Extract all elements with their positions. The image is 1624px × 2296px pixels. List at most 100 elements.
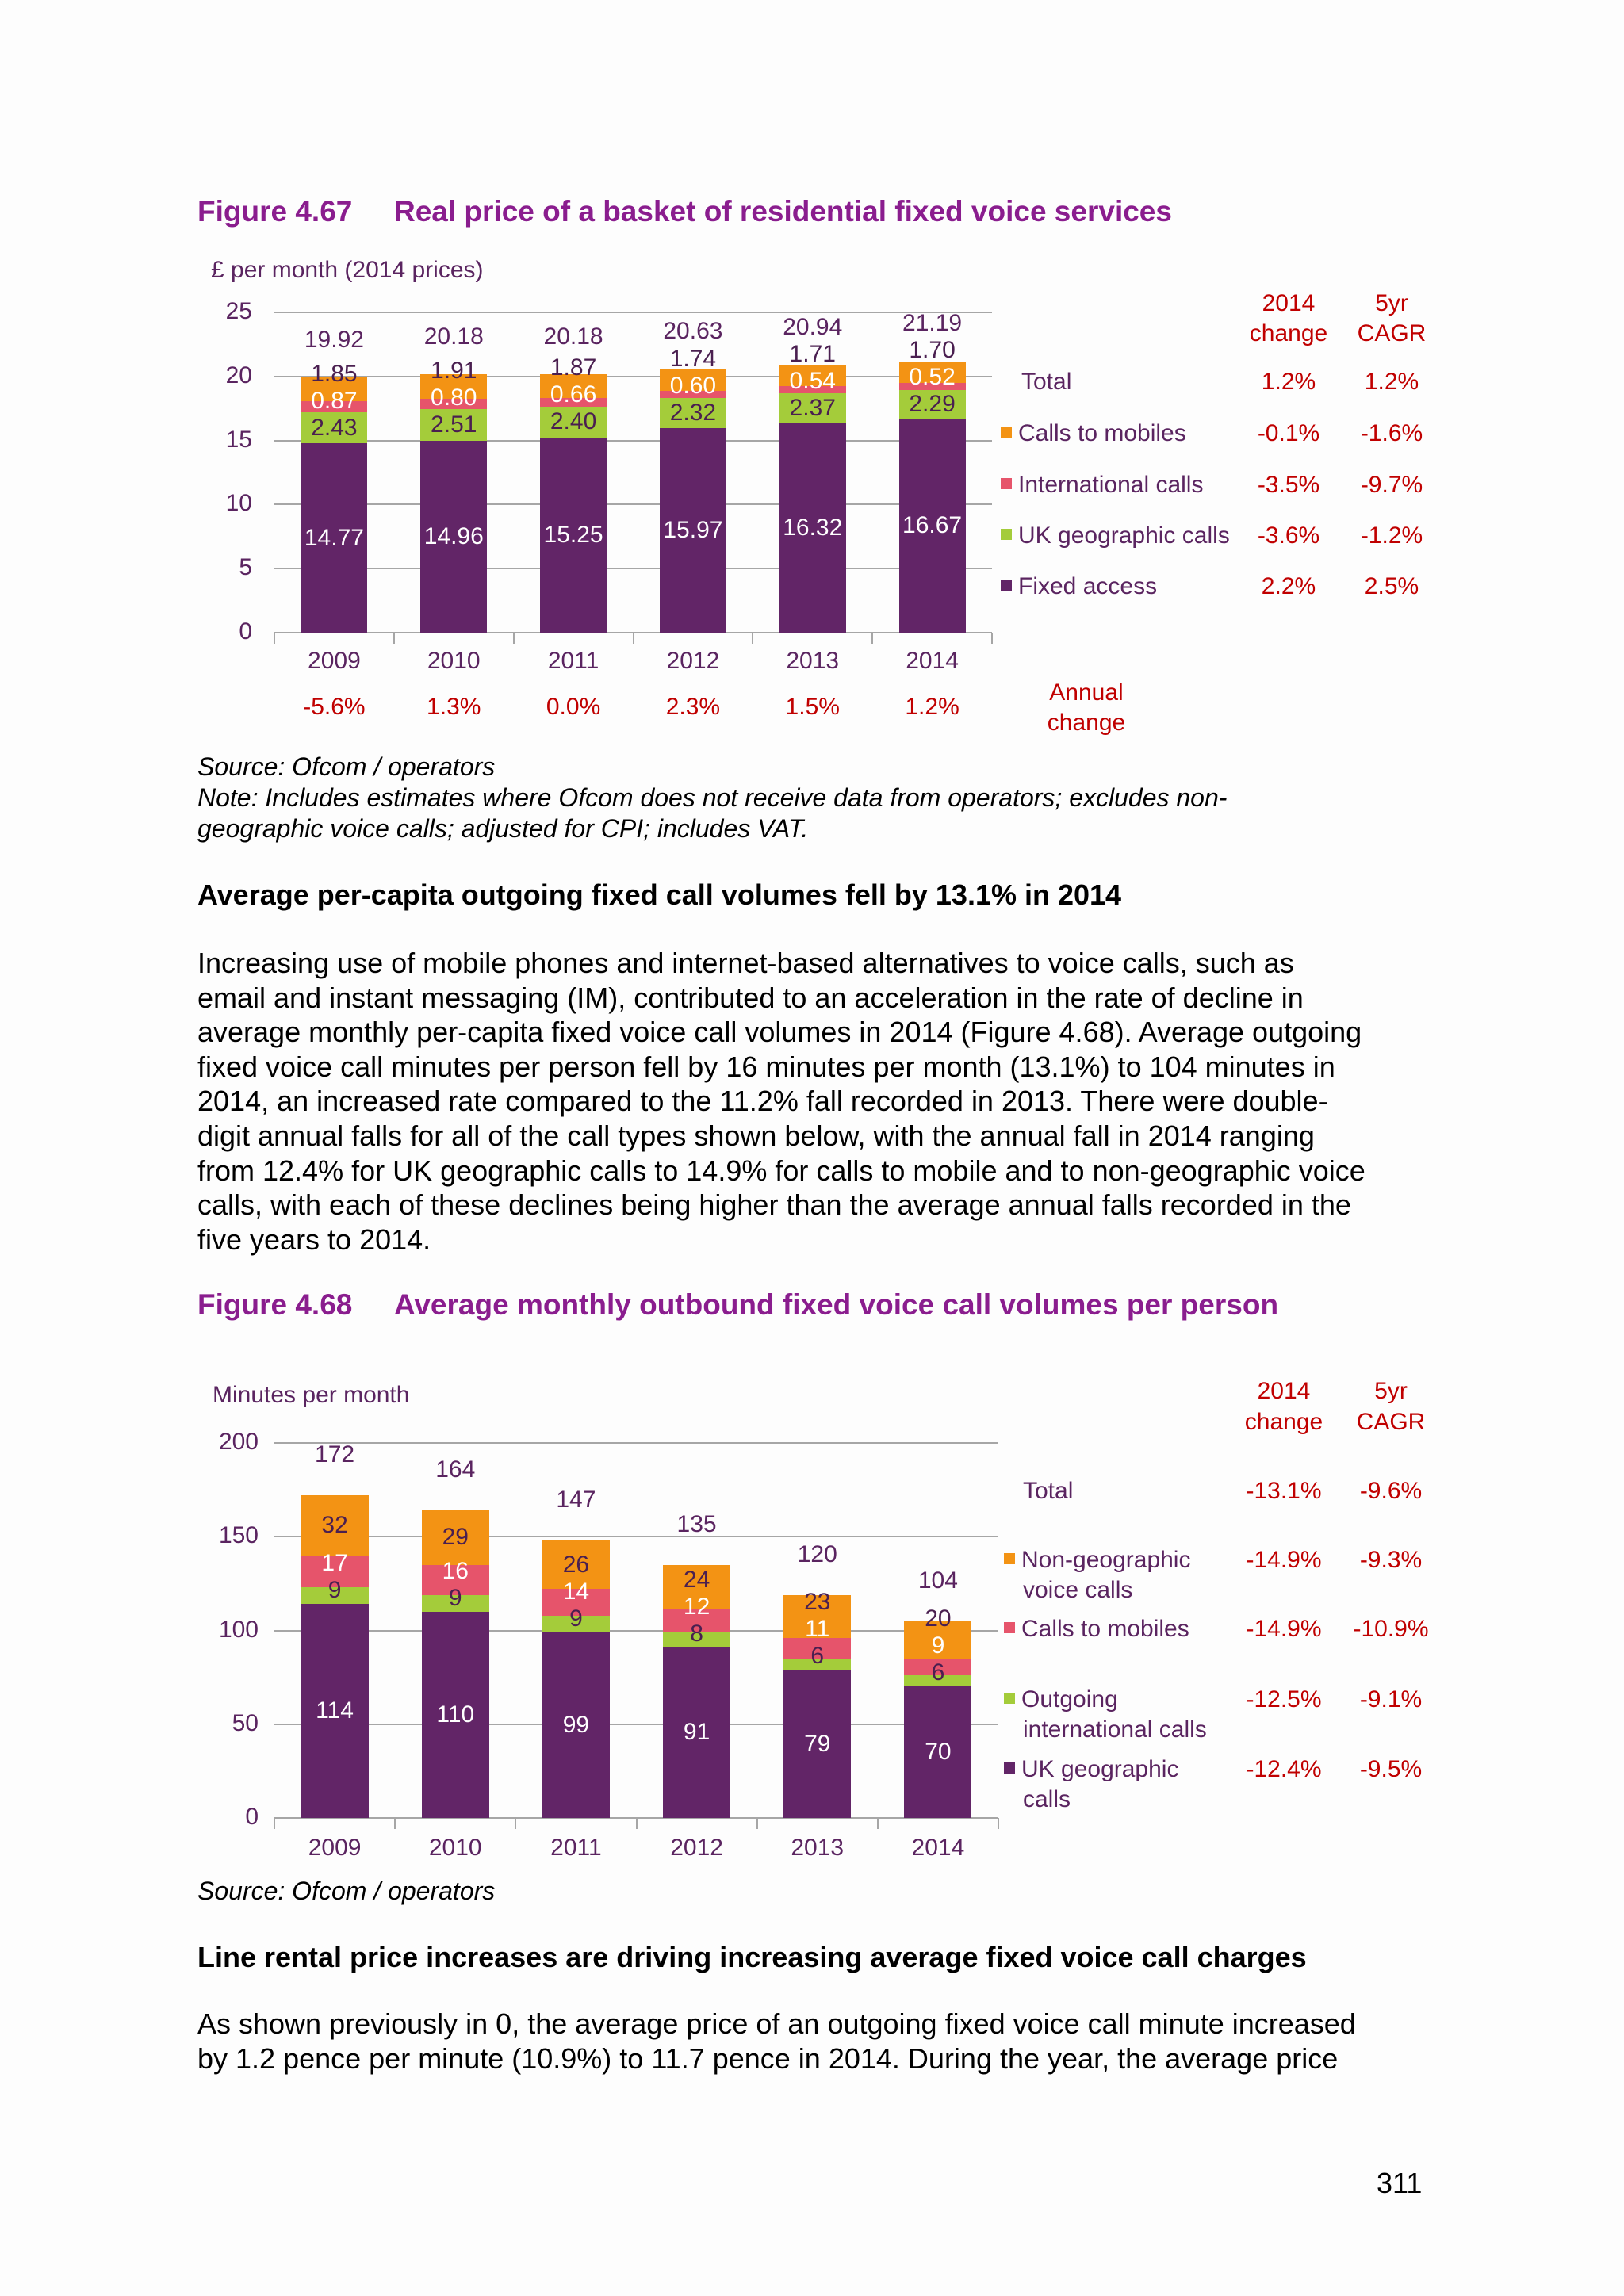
section-heading: Line rental price increases are driving …	[197, 1941, 1307, 1973]
bar-segment	[420, 398, 488, 409]
header-line: CAGR	[1356, 1409, 1426, 1435]
y-tick-label: 15	[225, 426, 252, 453]
y-tick-label: 100	[218, 1616, 259, 1643]
x-tick-mark	[991, 633, 993, 644]
bar-segment	[904, 1621, 972, 1659]
bar-data-label: 1.70	[909, 337, 956, 364]
legend-item: Calls to mobiles	[1004, 1614, 1189, 1644]
bar-segment	[904, 1658, 972, 1676]
bar-segment	[421, 1510, 489, 1565]
label-line: Annual	[1049, 679, 1124, 706]
bar-data-label: 70	[925, 1739, 952, 1766]
y-tick-label: 5	[239, 554, 252, 581]
cagr-value: -1.6%	[1360, 420, 1423, 446]
cagr-value: -9.3%	[1359, 1547, 1423, 1573]
header-line: CAGR	[1357, 320, 1427, 346]
bar-data-label: 24	[683, 1566, 710, 1593]
bar-total-label: 135	[676, 1510, 717, 1537]
change-value: -3.6%	[1257, 522, 1320, 549]
cagr-value: -9.1%	[1359, 1686, 1423, 1712]
paragraph-line: average monthly per-capita fixed voice c…	[197, 1016, 1362, 1049]
bar-data-label: 1.74	[669, 346, 717, 373]
bar-data-label: 15.25	[543, 521, 603, 548]
bar-segment	[663, 1632, 731, 1647]
cagr-value: -1.2%	[1360, 522, 1423, 549]
gridline	[274, 1442, 998, 1444]
legend-item: Non-geographic voice calls	[1004, 1545, 1190, 1605]
bar-segment	[659, 427, 726, 633]
legend-item: UK geographic calls	[1004, 1755, 1178, 1815]
change-value: -0.1%	[1257, 420, 1320, 446]
x-tick-label: 2014	[911, 1835, 965, 1861]
cagr-value: -9.7%	[1360, 472, 1423, 498]
bar-data-label: 9	[931, 1632, 945, 1659]
paragraph-line: As shown previously in 0, the average pr…	[197, 2007, 1356, 2040]
legend-item: UK geographic calls	[1001, 521, 1230, 551]
body-paragraph: As shown previously in 0, the average pr…	[197, 2007, 1356, 2076]
bar-segment	[421, 1594, 489, 1612]
legend-label-line: voice calls	[1004, 1575, 1190, 1605]
bar-segment	[779, 423, 846, 633]
legend-label-line: UK geographic	[1004, 1755, 1178, 1785]
y-tick-label: 0	[239, 618, 252, 645]
change-value: 1.2%	[1261, 369, 1316, 395]
y-axis-label: £ per month (2014 prices)	[211, 257, 484, 283]
paragraph-line: from 12.4% for UK geographic calls to 14…	[197, 1154, 1365, 1187]
bar-segment	[779, 386, 846, 393]
bar-data-label: 0.54	[789, 368, 836, 395]
bar-data-label: 14	[562, 1578, 590, 1605]
label-line: change	[1047, 710, 1126, 736]
section-heading: Average per-capita outgoing fixed call v…	[197, 878, 1122, 911]
bar-total-label: 120	[797, 1540, 837, 1567]
bar-data-label: 14.77	[304, 524, 364, 551]
bar-total-label: 21.19	[902, 310, 963, 337]
legend-label: Non-geographic	[1021, 1547, 1191, 1573]
x-tick-label: 2011	[550, 1835, 602, 1861]
y-tick-label: 200	[218, 1429, 259, 1455]
legend-label: Outgoing	[1021, 1686, 1118, 1712]
table-header-change: 2014 change	[1237, 289, 1340, 349]
bar-data-label: 17	[321, 1550, 348, 1577]
bar-segment	[301, 377, 368, 401]
legend-item: International calls	[1001, 470, 1203, 500]
bar-segment	[904, 1686, 972, 1818]
legend-label-line: Non-geographic	[1004, 1545, 1190, 1575]
legend-label: Fixed access	[1018, 573, 1158, 599]
bar-segment	[301, 1495, 369, 1556]
bar-segment	[540, 406, 607, 438]
x-tick-mark	[632, 633, 634, 644]
figure-467-note-line: Note: Includes estimates where Ofcom doe…	[197, 783, 1228, 812]
change-value: -3.5%	[1257, 472, 1320, 498]
gridline	[274, 312, 992, 313]
gridline	[274, 375, 992, 377]
x-tick-label: 2014	[906, 648, 959, 674]
bar-segment	[301, 1555, 369, 1588]
figure-title: Average monthly outbound fixed voice cal…	[394, 1288, 1279, 1321]
legend-label: international calls	[1023, 1716, 1207, 1743]
figure-467-note-line: geographic voice calls; adjusted for CPI…	[197, 814, 809, 843]
x-tick-label: 2012	[666, 648, 720, 674]
bar-data-label: 9	[448, 1584, 462, 1611]
legend-label: UK geographic calls	[1018, 522, 1230, 549]
table-header-cagr: 5yr CAGR	[1348, 289, 1435, 349]
bar-data-label: 29	[442, 1524, 469, 1551]
table-header-change: 2014 change	[1232, 1376, 1335, 1437]
y-tick-label: 25	[225, 298, 252, 324]
gridline	[274, 1723, 998, 1725]
bar-segment	[301, 443, 368, 633]
bar-segment	[898, 383, 966, 390]
legend-swatch	[1001, 478, 1012, 490]
bar-segment	[783, 1658, 852, 1670]
bar-segment	[904, 1675, 972, 1687]
change-value: -14.9%	[1246, 1547, 1322, 1573]
y-tick-label: 50	[232, 1709, 259, 1736]
bar-data-label: 11	[805, 1616, 830, 1643]
table-header-cagr: 5yr CAGR	[1347, 1376, 1434, 1437]
y-tick-label: 20	[225, 362, 252, 388]
cagr-value: -10.9%	[1353, 1616, 1429, 1642]
x-tick-label: 2012	[670, 1835, 723, 1861]
bar-data-label: 0.52	[909, 364, 956, 391]
x-tick-label: 2010	[427, 648, 481, 674]
figure-467-title: Figure 4.67 Real price of a basket of res…	[197, 195, 1172, 228]
bar-segment	[301, 400, 368, 413]
